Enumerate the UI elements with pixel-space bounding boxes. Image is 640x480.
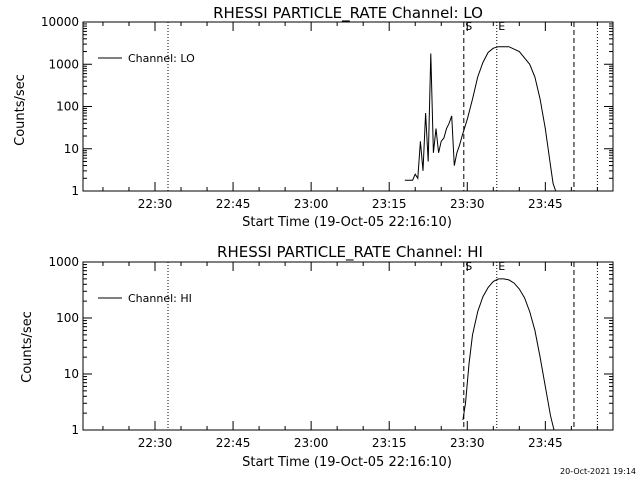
y-tick-label: 1000 xyxy=(48,255,79,269)
y-axis-label: Counts/sec xyxy=(20,311,35,383)
x-tick-label: 22:45 xyxy=(216,436,251,450)
x-tick-label: 23:45 xyxy=(528,197,563,211)
footer-timestamp: 20-Oct-2021 19:14 xyxy=(560,467,636,476)
x-tick-label: 22:30 xyxy=(138,436,173,450)
y-tick-label: 100 xyxy=(56,311,79,325)
x-axis-label: Start Time (19-Oct-05 22:16:10) xyxy=(242,215,452,230)
x-tick-label: 23:30 xyxy=(450,197,485,211)
legend-label: Channel: HI xyxy=(128,292,192,305)
y-tick-label: 10000 xyxy=(41,15,79,29)
legend-label: Channel: LO xyxy=(128,52,195,65)
x-tick-label: 23:45 xyxy=(528,436,563,450)
series-line xyxy=(462,278,555,431)
legend: Channel: LO xyxy=(98,52,195,65)
y-axis-label: Counts/sec xyxy=(13,74,28,146)
marker-label: E xyxy=(498,20,505,33)
x-tick-label: 23:00 xyxy=(294,436,329,450)
y-tick-label: 10 xyxy=(64,367,79,381)
x-tick-label: 23:00 xyxy=(294,197,329,211)
x-tick-label: 22:30 xyxy=(138,197,173,211)
x-axis-label: Start Time (19-Oct-05 22:16:10) xyxy=(242,455,452,470)
y-tick-label: 10 xyxy=(64,142,79,156)
marker-label: S xyxy=(465,20,472,33)
legend: Channel: HI xyxy=(98,292,192,305)
y-tick-label: 1 xyxy=(71,423,79,437)
x-tick-label: 23:15 xyxy=(372,197,407,211)
chart-title: RHESSI PARTICLE_RATE Channel: LO xyxy=(213,4,483,23)
x-tick-label: 23:15 xyxy=(372,436,407,450)
plot-frame xyxy=(82,261,614,431)
marker-label: S xyxy=(465,260,472,273)
x-tick-label: 23:30 xyxy=(450,436,485,450)
lo-channel-panel: RHESSI PARTICLE_RATE Channel: LO Counts/… xyxy=(13,4,614,230)
series-line xyxy=(404,46,557,192)
chart-title: RHESSI PARTICLE_RATE Channel: HI xyxy=(217,243,483,262)
marker-label: E xyxy=(498,260,505,273)
hi-channel-panel: RHESSI PARTICLE_RATE Channel: HI Counts/… xyxy=(20,243,614,470)
y-tick-label: 1 xyxy=(71,184,79,198)
plot-frame xyxy=(82,21,614,192)
x-tick-label: 22:45 xyxy=(216,197,251,211)
y-tick-label: 100 xyxy=(56,100,79,114)
y-tick-label: 1000 xyxy=(48,57,79,71)
